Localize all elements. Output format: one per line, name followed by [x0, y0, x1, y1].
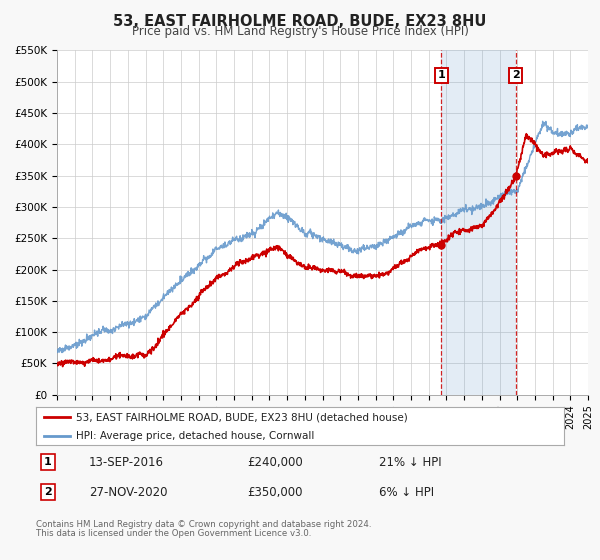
Text: £240,000: £240,000 [247, 456, 303, 469]
Text: £350,000: £350,000 [247, 486, 303, 499]
Text: Contains HM Land Registry data © Crown copyright and database right 2024.: Contains HM Land Registry data © Crown c… [36, 520, 371, 529]
Text: 53, EAST FAIRHOLME ROAD, BUDE, EX23 8HU (detached house): 53, EAST FAIRHOLME ROAD, BUDE, EX23 8HU … [76, 412, 407, 422]
Text: 6% ↓ HPI: 6% ↓ HPI [379, 486, 434, 499]
Text: This data is licensed under the Open Government Licence v3.0.: This data is licensed under the Open Gov… [36, 529, 311, 538]
Text: 2: 2 [512, 71, 520, 81]
Text: 21% ↓ HPI: 21% ↓ HPI [379, 456, 442, 469]
Text: 53, EAST FAIRHOLME ROAD, BUDE, EX23 8HU: 53, EAST FAIRHOLME ROAD, BUDE, EX23 8HU [113, 14, 487, 29]
Text: 1: 1 [437, 71, 445, 81]
Text: HPI: Average price, detached house, Cornwall: HPI: Average price, detached house, Corn… [76, 431, 314, 441]
Text: 27-NOV-2020: 27-NOV-2020 [89, 486, 167, 499]
Bar [441, 50, 515, 395]
Text: 13-SEP-2016: 13-SEP-2016 [89, 456, 164, 469]
Text: 1: 1 [44, 457, 52, 467]
Text: Price paid vs. HM Land Registry's House Price Index (HPI): Price paid vs. HM Land Registry's House … [131, 25, 469, 38]
Text: 2: 2 [44, 487, 52, 497]
